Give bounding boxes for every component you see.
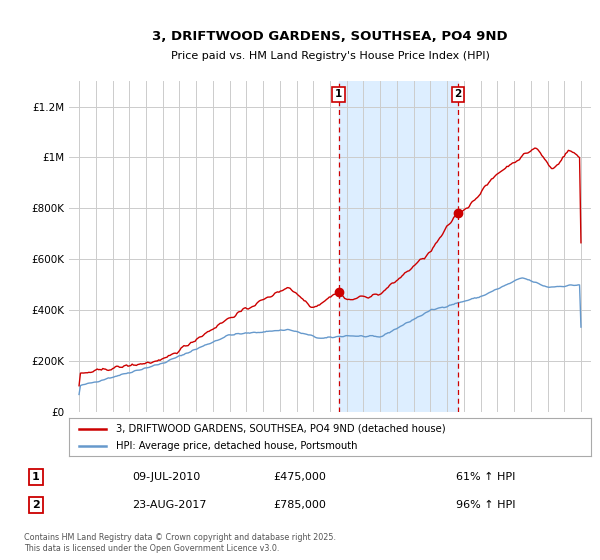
Text: 2: 2 <box>32 500 40 510</box>
Text: 96% ↑ HPI: 96% ↑ HPI <box>456 500 515 510</box>
Text: HPI: Average price, detached house, Portsmouth: HPI: Average price, detached house, Port… <box>116 441 358 451</box>
Text: 1: 1 <box>335 90 343 100</box>
Text: 2: 2 <box>454 90 461 100</box>
Text: 09-JUL-2010: 09-JUL-2010 <box>132 472 200 482</box>
Text: 3, DRIFTWOOD GARDENS, SOUTHSEA, PO4 9ND: 3, DRIFTWOOD GARDENS, SOUTHSEA, PO4 9ND <box>152 30 508 43</box>
Text: 61% ↑ HPI: 61% ↑ HPI <box>456 472 515 482</box>
Text: Price paid vs. HM Land Registry's House Price Index (HPI): Price paid vs. HM Land Registry's House … <box>170 51 490 61</box>
Text: 1: 1 <box>32 472 40 482</box>
Text: 23-AUG-2017: 23-AUG-2017 <box>132 500 206 510</box>
Text: 3, DRIFTWOOD GARDENS, SOUTHSEA, PO4 9ND (detached house): 3, DRIFTWOOD GARDENS, SOUTHSEA, PO4 9ND … <box>116 424 446 434</box>
Text: £475,000: £475,000 <box>274 472 326 482</box>
Text: Contains HM Land Registry data © Crown copyright and database right 2025.
This d: Contains HM Land Registry data © Crown c… <box>24 533 336 553</box>
Text: £785,000: £785,000 <box>274 500 326 510</box>
Bar <box>338 81 458 412</box>
